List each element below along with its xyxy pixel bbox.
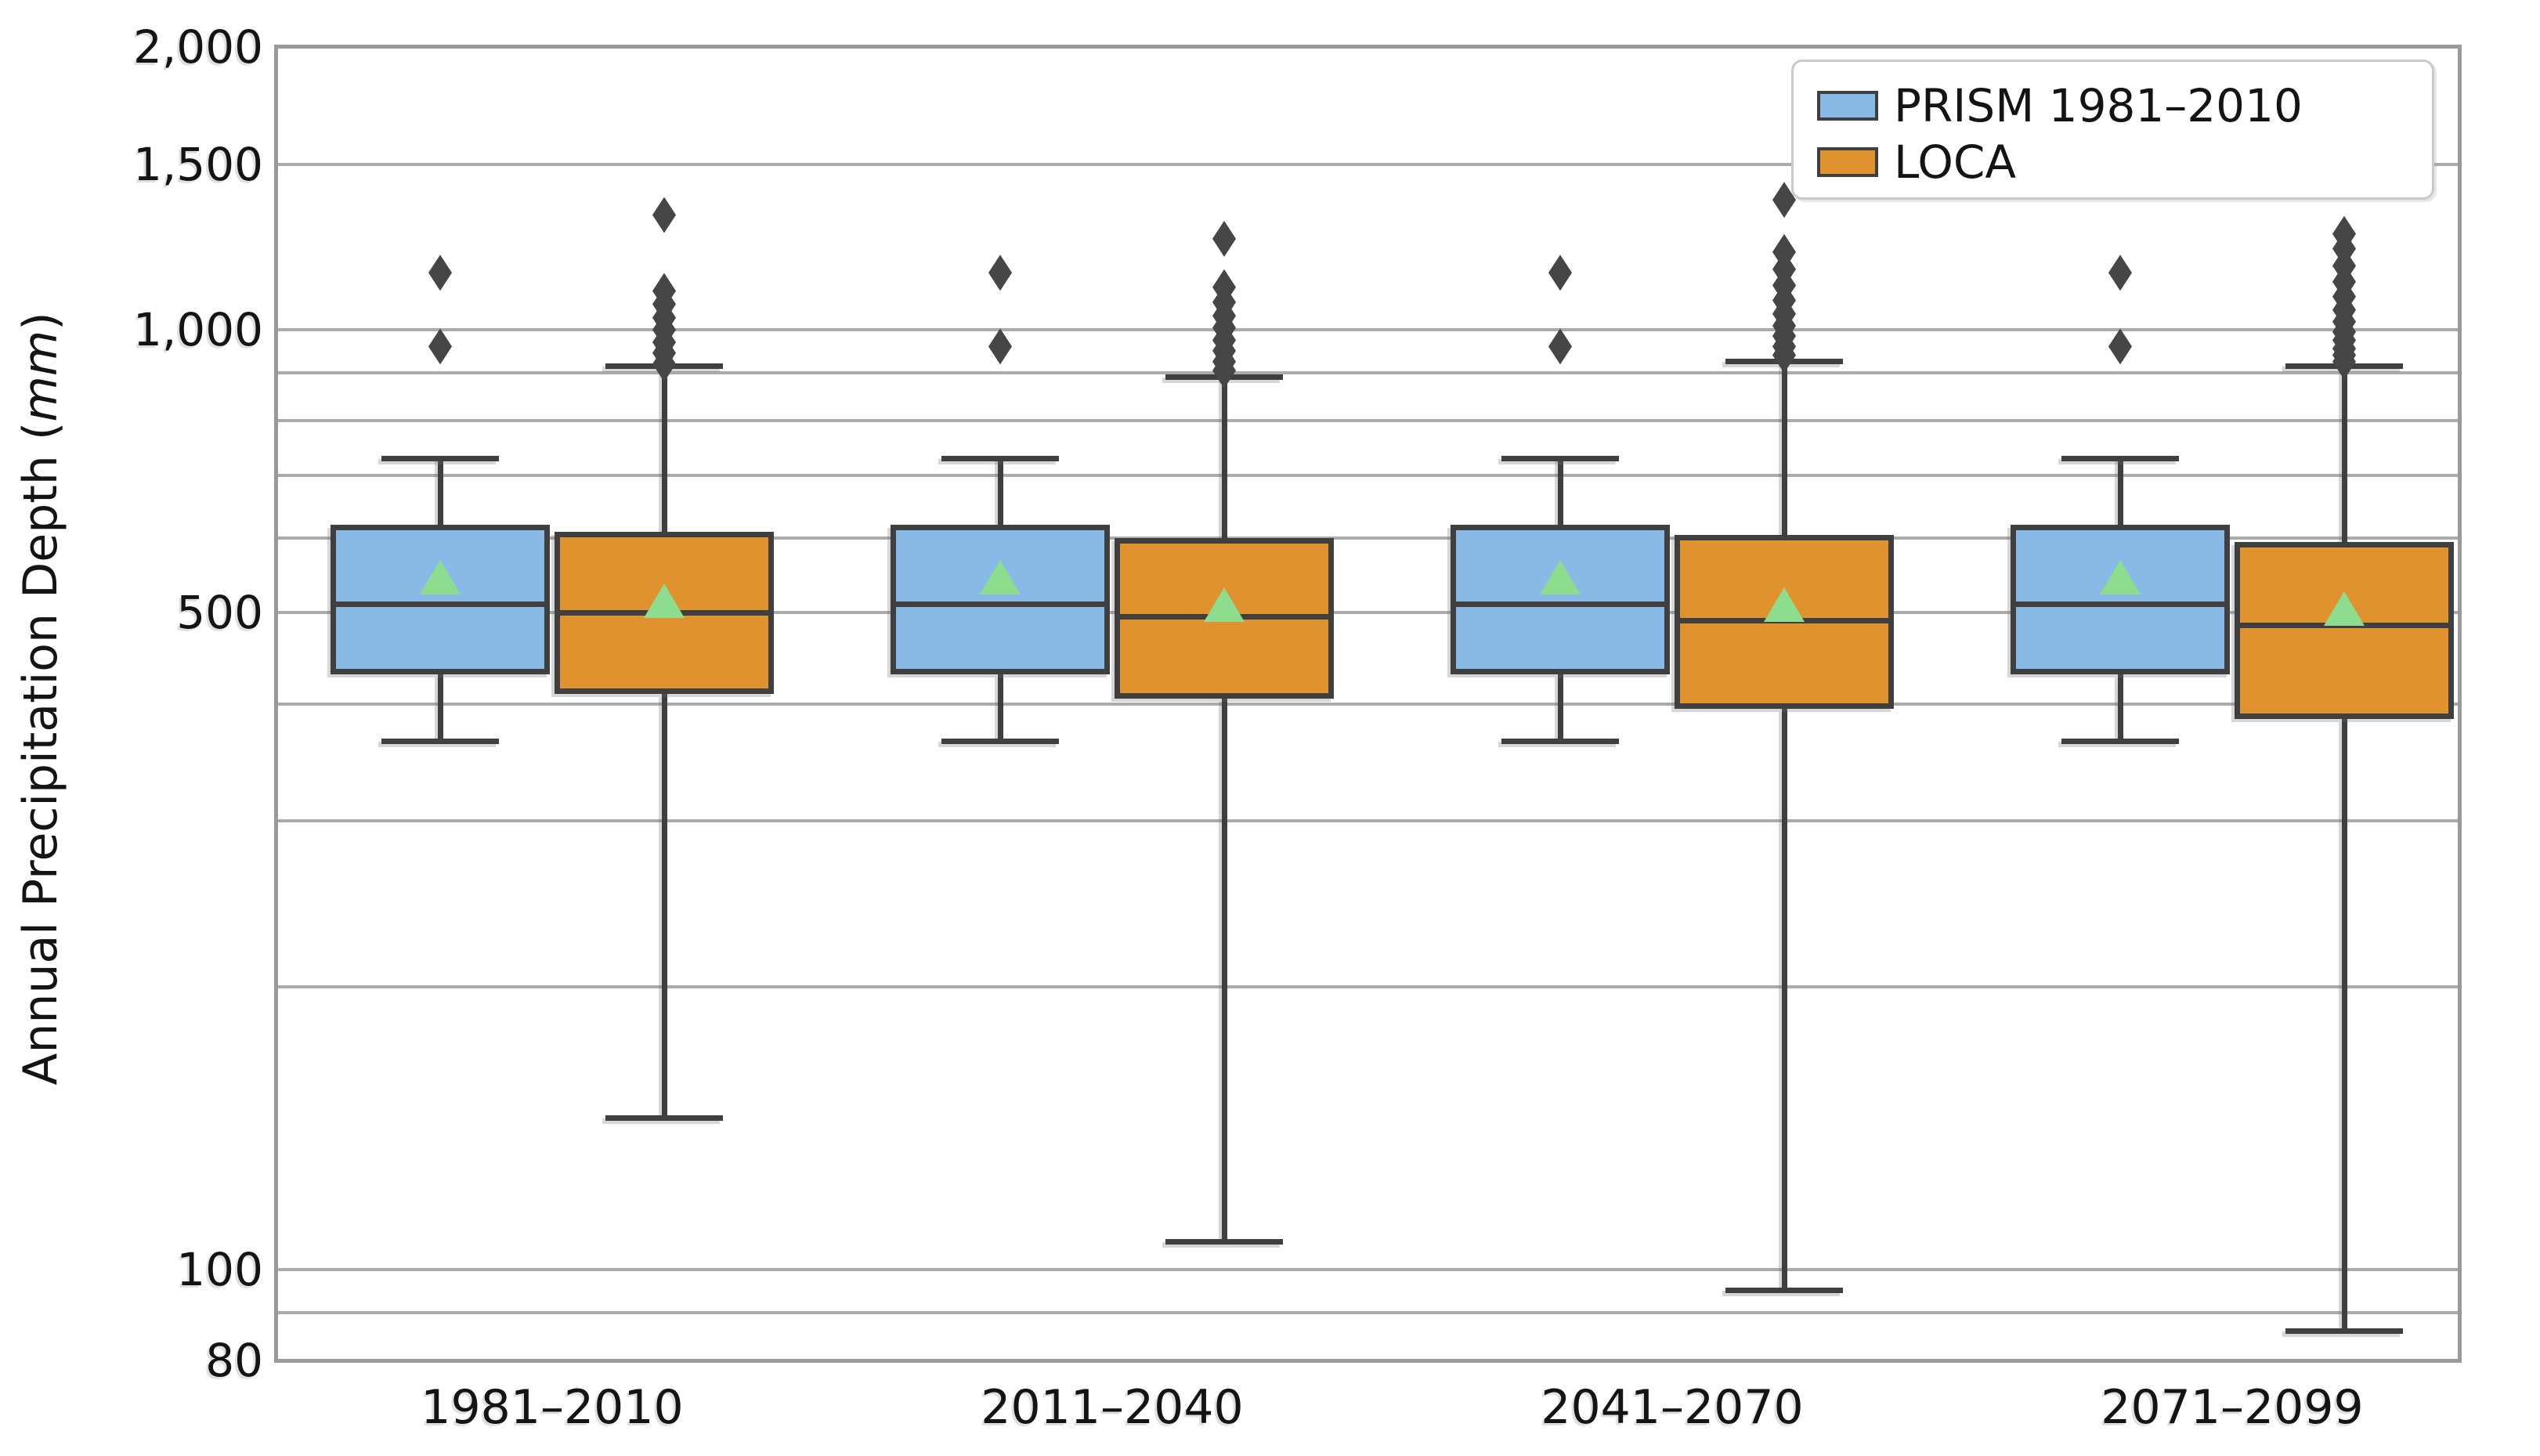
whisker-upper [1781, 361, 1787, 535]
gridline-600 [276, 537, 2459, 540]
gridline-400 [276, 702, 2459, 706]
x-tick-label-2: 2041–2070 [1541, 1380, 1804, 1435]
gridline-90 [276, 1310, 2459, 1314]
gridline-1500 [276, 162, 2459, 166]
mean-marker [2324, 591, 2365, 627]
whisker-cap-lower [2061, 738, 2179, 744]
mean-marker [644, 583, 685, 618]
box-prism-group4 [2011, 525, 2230, 674]
whisker-upper [2341, 366, 2347, 542]
legend-label: PRISM 1981–2010 [1894, 79, 2303, 132]
whisker-lower [1781, 709, 1787, 1291]
whisker-lower [1221, 699, 1227, 1242]
mean-marker [1204, 587, 1245, 622]
x-tick-label-3: 2071–2099 [2101, 1380, 2364, 1435]
whisker-cap-upper [2061, 455, 2179, 461]
whisker-upper [1557, 458, 1563, 526]
median-line [1456, 602, 1664, 608]
whisker-lower [997, 674, 1003, 742]
whisker-upper [437, 458, 443, 526]
gridline-800 [276, 419, 2459, 423]
mean-marker [420, 560, 461, 595]
y-tick-label-80: 80 [205, 1334, 263, 1387]
mean-marker [1540, 560, 1581, 595]
plot-frame [274, 45, 2462, 1363]
y-tick-label-100: 100 [176, 1242, 263, 1296]
gridline-900 [276, 371, 2459, 374]
whisker-lower [2117, 674, 2123, 742]
gridline-500 [276, 611, 2459, 615]
whisker-lower [2341, 719, 2347, 1331]
whisker-cap-lower [1165, 1238, 1283, 1245]
whisker-cap-upper [381, 455, 499, 461]
mean-marker [1764, 587, 1805, 622]
gridline-100 [276, 1267, 2459, 1271]
whisker-upper [661, 366, 667, 532]
whisker-cap-lower [381, 738, 499, 744]
y-tick-label-1000: 1,000 [132, 303, 263, 357]
legend-row-prism: PRISM 1981–2010 [1817, 78, 2432, 134]
box-prism-group3 [1451, 525, 1670, 674]
gridline-300 [276, 819, 2459, 823]
legend-row-loca: LOCA [1817, 134, 2432, 190]
whisker-cap-lower [1501, 738, 1619, 744]
y-axis-title-text: Annual Precipitation Depth ( [13, 421, 68, 1086]
legend-label: LOCA [1894, 135, 2017, 189]
whisker-lower [1557, 674, 1563, 742]
y-tick-label-500: 500 [176, 586, 263, 640]
box-prism-group2 [891, 525, 1110, 674]
mean-marker [2100, 560, 2141, 595]
y-tick-label-1500: 1,500 [132, 137, 263, 191]
y-tick-label-2000: 2,000 [132, 20, 263, 74]
x-tick-label-0: 1981–2010 [421, 1380, 684, 1435]
box-loca-group4 [2235, 541, 2454, 720]
gridline-200 [276, 985, 2459, 988]
whisker-lower [437, 674, 443, 742]
whisker-cap-lower [2285, 1328, 2403, 1334]
y-axis-title: Annual Precipitation Depth (mm) [13, 312, 68, 1085]
whisker-upper [1221, 377, 1227, 539]
whisker-upper [2117, 458, 2123, 526]
whisker-cap-upper [1501, 455, 1619, 461]
whisker-cap-lower [605, 1115, 723, 1121]
whisker-lower [661, 693, 667, 1118]
whisker-cap-lower [1725, 1287, 1843, 1293]
median-line [336, 602, 544, 608]
x-tick-label-1: 2011–2040 [981, 1380, 1244, 1435]
legend-swatch-prism [1817, 91, 1878, 121]
whisker-upper [997, 458, 1003, 526]
gridline-1000 [276, 328, 2459, 332]
box-prism-group1 [331, 525, 550, 674]
median-line [2016, 602, 2224, 608]
median-line [896, 602, 1104, 608]
gridline-700 [276, 473, 2459, 477]
legend: PRISM 1981–2010 LOCA [1791, 60, 2434, 200]
whisker-cap-lower [941, 738, 1059, 744]
legend-swatch-loca [1817, 147, 1878, 177]
mean-marker [980, 560, 1021, 595]
whisker-cap-upper [941, 455, 1059, 461]
